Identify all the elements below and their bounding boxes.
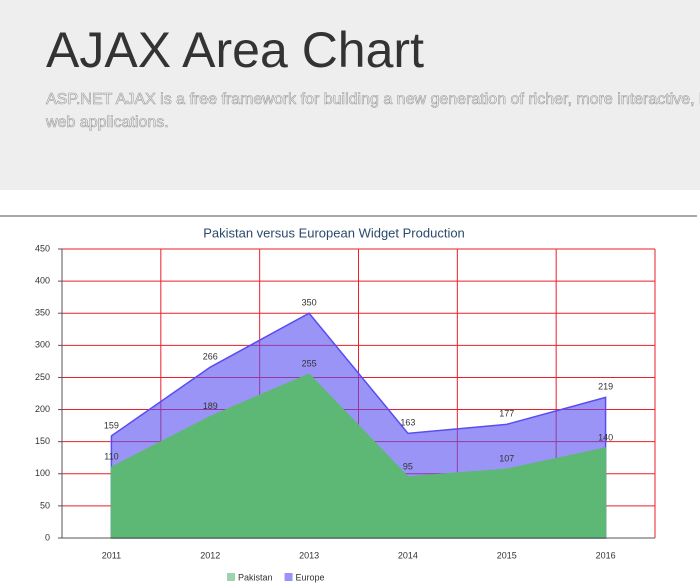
data-label: 350 bbox=[302, 298, 317, 308]
x-tick-label: 2015 bbox=[497, 550, 517, 560]
legend-swatch bbox=[227, 573, 235, 581]
y-tick-label: 400 bbox=[35, 275, 50, 285]
y-tick-label: 450 bbox=[35, 243, 50, 253]
data-label: 219 bbox=[598, 382, 613, 392]
data-label: 110 bbox=[104, 452, 118, 462]
y-tick-label: 350 bbox=[35, 308, 50, 318]
intro-line: web applications. bbox=[45, 114, 169, 131]
legend-label: Pakistan bbox=[238, 572, 273, 582]
data-label: 255 bbox=[302, 359, 317, 369]
data-label: 266 bbox=[203, 352, 218, 362]
x-tick-label: 2014 bbox=[398, 550, 418, 560]
y-tick-label: 100 bbox=[35, 468, 50, 478]
area bbox=[110, 373, 607, 539]
data-label: 163 bbox=[400, 418, 415, 428]
y-tick-label: 200 bbox=[35, 404, 50, 414]
y-tick-label: 0 bbox=[45, 532, 50, 542]
x-tick-label: 2011 bbox=[102, 550, 121, 560]
legend-label: Europe bbox=[296, 572, 325, 582]
x-tick-label: 2016 bbox=[596, 550, 616, 560]
data-label: 189 bbox=[203, 401, 218, 411]
data-label: 107 bbox=[499, 454, 514, 464]
y-tick-label: 250 bbox=[35, 372, 50, 382]
data-label: 159 bbox=[104, 420, 119, 430]
y-tick-label: 50 bbox=[40, 500, 50, 510]
header-panel bbox=[0, 0, 700, 190]
data-label: 177 bbox=[499, 409, 514, 419]
data-label: 140 bbox=[598, 432, 613, 442]
x-tick-label: 2013 bbox=[299, 550, 319, 560]
data-label: 95 bbox=[403, 461, 413, 471]
y-tick-label: 300 bbox=[35, 340, 50, 350]
page-title: AJAX Area Chart bbox=[46, 22, 424, 78]
intro-line: ASP.NET AJAX is a free framework for bui… bbox=[46, 91, 700, 108]
legend-swatch bbox=[284, 573, 293, 581]
x-tick-label: 2012 bbox=[200, 550, 220, 560]
y-tick-label: 150 bbox=[35, 436, 50, 446]
chart-title: Pakistan versus European Widget Producti… bbox=[203, 225, 465, 240]
